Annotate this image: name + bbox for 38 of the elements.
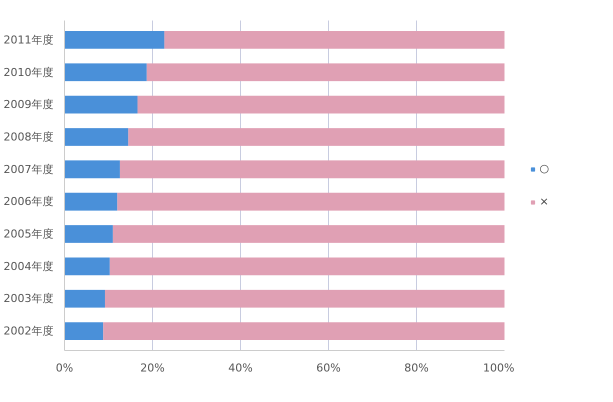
bar	[117, 192, 504, 211]
bar	[110, 257, 504, 276]
bar	[64, 257, 110, 276]
bar	[64, 96, 138, 114]
bar	[64, 63, 147, 82]
y-tick-label: 2011年度	[4, 33, 54, 46]
legend-label: ×	[540, 195, 550, 208]
x-tick-label: 20%	[140, 362, 165, 374]
bar	[64, 192, 118, 211]
bar	[64, 128, 128, 146]
x-tick-label: 40%	[228, 362, 253, 374]
bar	[64, 160, 120, 178]
bar	[120, 160, 504, 178]
bar	[64, 31, 164, 49]
y-tick-label: 2004年度	[4, 260, 54, 273]
bar	[64, 225, 113, 243]
y-tick-label: 2005年度	[4, 228, 54, 241]
bar	[104, 290, 504, 308]
legend-label: ○	[540, 162, 550, 175]
y-tick-label: 2007年度	[4, 162, 54, 176]
bar	[128, 128, 504, 146]
y-tick-label: 2003年度	[4, 292, 54, 306]
bar	[112, 225, 504, 243]
bar	[164, 31, 504, 49]
y-tick-label: 2009年度	[4, 98, 54, 112]
bar	[64, 322, 104, 340]
y-tick-label: 2010年度	[4, 66, 54, 79]
bar	[103, 322, 504, 340]
y-tick-label: 2002年度	[4, 324, 54, 338]
x-tick-label: 60%	[316, 362, 341, 374]
bar	[146, 63, 504, 82]
x-tick-label: 100%	[483, 362, 515, 374]
y-tick-label: 2006年度	[4, 195, 54, 208]
bar	[138, 96, 504, 114]
y-tick-label: 2008年度	[4, 130, 54, 144]
x-tick-label: 0%	[56, 362, 74, 374]
bar	[64, 290, 105, 308]
x-tick-label: 80%	[404, 362, 429, 374]
